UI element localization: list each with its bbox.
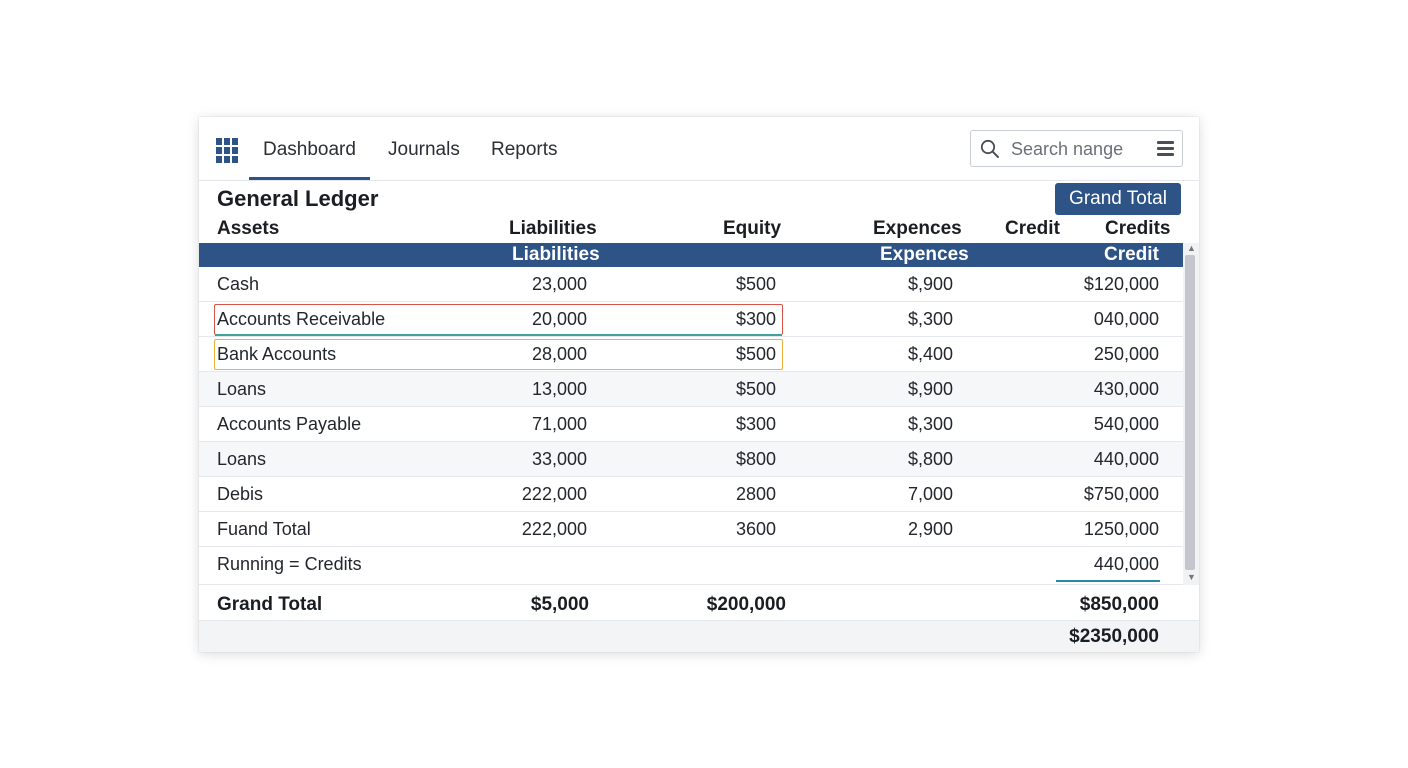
- account-name: Loans: [217, 379, 267, 399]
- equity-value: $300: [735, 414, 776, 434]
- grand-total-liabilities: $5,000: [530, 594, 589, 615]
- liabilities-value: 28,000: [531, 344, 587, 364]
- hamburger-menu-icon[interactable]: [1157, 141, 1174, 156]
- liabilities-value: 33,000: [531, 449, 587, 469]
- liabilities-value: 222,000: [521, 484, 587, 504]
- expences-value: $,300: [907, 414, 953, 434]
- credit-value: 250,000: [1093, 344, 1159, 364]
- grand-total-row: Grand Total $5,000 $200,000 $850,000: [199, 585, 1199, 621]
- vertical-scrollbar[interactable]: ▲ ▼: [1183, 243, 1199, 585]
- equity-value: $500: [735, 274, 776, 294]
- account-name: Bank Accounts: [217, 344, 337, 364]
- credit-value: 040,000: [1093, 309, 1159, 329]
- tab-journals[interactable]: Journals: [388, 139, 460, 160]
- grand-total-equity: $200,000: [706, 594, 786, 615]
- grand-total-button[interactable]: Grand Total: [1055, 183, 1181, 215]
- search-input[interactable]: [1011, 137, 1141, 161]
- column-header-credits[interactable]: Credits: [1105, 218, 1171, 239]
- column-header-equity[interactable]: Equity: [723, 218, 782, 239]
- page-title: General Ledger: [217, 186, 379, 211]
- table-subheader-bar: Liabilities Expences Credit: [199, 243, 1183, 267]
- table-row[interactable]: Accounts Payable 71,000 $300 $,300 540,0…: [199, 407, 1183, 442]
- running-credits-underline: [1056, 580, 1160, 582]
- subheader-credit: Credit: [1104, 244, 1159, 265]
- ledger-window: Dashboard Journals Reports General Ledge…: [199, 117, 1199, 652]
- selection-highlight-yellow: [214, 339, 783, 370]
- grand-total-label: Grand Total: [217, 594, 323, 615]
- account-name: Accounts Payable: [217, 414, 362, 434]
- account-name: Running = Credits: [217, 554, 362, 574]
- search-box: [970, 130, 1183, 167]
- credit-value: 440,000: [1093, 554, 1159, 574]
- expences-value: $,800: [907, 449, 953, 469]
- grand-total-credit: $850,000: [1079, 594, 1159, 615]
- final-total-row: $2350,000: [199, 621, 1199, 652]
- expences-value: $,400: [907, 344, 953, 364]
- scroll-down-arrow-icon[interactable]: ▼: [1187, 572, 1196, 582]
- expences-value: 2,900: [907, 519, 953, 539]
- liabilities-value: 20,000: [531, 309, 587, 329]
- equity-value: 3600: [735, 519, 776, 539]
- equity-value: $500: [735, 344, 776, 364]
- expences-value: 7,000: [907, 484, 953, 504]
- equity-value: 2800: [735, 484, 776, 504]
- liabilities-value: 71,000: [531, 414, 587, 434]
- table-row[interactable]: Bank Accounts 28,000 $500 $,400 250,000: [199, 337, 1183, 372]
- subheader-expences: Expences: [880, 244, 969, 265]
- credit-value: 430,000: [1093, 379, 1159, 399]
- equity-value: $300: [735, 309, 776, 329]
- account-name: Debis: [217, 484, 264, 504]
- grid-icon[interactable]: [216, 138, 238, 164]
- table-row[interactable]: Loans 13,000 $500 $,900 430,000: [199, 372, 1183, 407]
- expences-value: $,900: [907, 274, 953, 294]
- scrollbar-thumb[interactable]: [1185, 255, 1195, 570]
- account-name: Cash: [217, 274, 260, 294]
- tab-reports[interactable]: Reports: [491, 139, 558, 160]
- table-row[interactable]: Fuand Total 222,000 3600 2,900 1250,000: [199, 512, 1183, 547]
- column-header-expences[interactable]: Expences: [873, 218, 962, 239]
- liabilities-value: 13,000: [531, 379, 587, 399]
- credit-value: 540,000: [1093, 414, 1159, 434]
- liabilities-value: 23,000: [531, 274, 587, 294]
- scroll-up-arrow-icon[interactable]: ▲: [1187, 243, 1196, 253]
- expences-value: $,900: [907, 379, 953, 399]
- account-name: Loans: [217, 449, 267, 469]
- credit-value: 1250,000: [1083, 519, 1159, 539]
- account-name: Accounts Receivable: [217, 309, 386, 329]
- tab-dashboard[interactable]: Dashboard: [249, 139, 370, 180]
- table-row[interactable]: Loans 33,000 $800 $,800 440,000: [199, 442, 1183, 477]
- table-row[interactable]: Running = Credits 440,000: [199, 547, 1183, 585]
- table-row[interactable]: Debis 222,000 2800 7,000 $750,000: [199, 477, 1183, 512]
- account-name: Fuand Total: [217, 519, 311, 539]
- search-icon[interactable]: [980, 139, 1000, 159]
- equity-value: $800: [735, 449, 776, 469]
- expences-value: $,300: [907, 309, 953, 329]
- subheader-liabilities: Liabilities: [512, 244, 600, 265]
- column-header-assets[interactable]: Assets: [217, 218, 280, 239]
- credit-value: $750,000: [1083, 484, 1159, 504]
- selection-highlight-red: [214, 304, 783, 336]
- column-header-credit[interactable]: Credit: [1005, 218, 1060, 239]
- final-total-value: $2350,000: [1069, 626, 1159, 647]
- credit-value: $120,000: [1083, 274, 1159, 294]
- column-header-liabilities[interactable]: Liabilities: [509, 218, 597, 239]
- equity-value: $500: [735, 379, 776, 399]
- credit-value: 440,000: [1093, 449, 1159, 469]
- table-row[interactable]: Cash 23,000 $500 $,900 $120,000: [199, 267, 1183, 302]
- table-row[interactable]: Accounts Receivable 20,000 $300 $,300 04…: [199, 302, 1183, 337]
- top-navigation: Dashboard Journals Reports: [199, 117, 1199, 181]
- liabilities-value: 222,000: [521, 519, 587, 539]
